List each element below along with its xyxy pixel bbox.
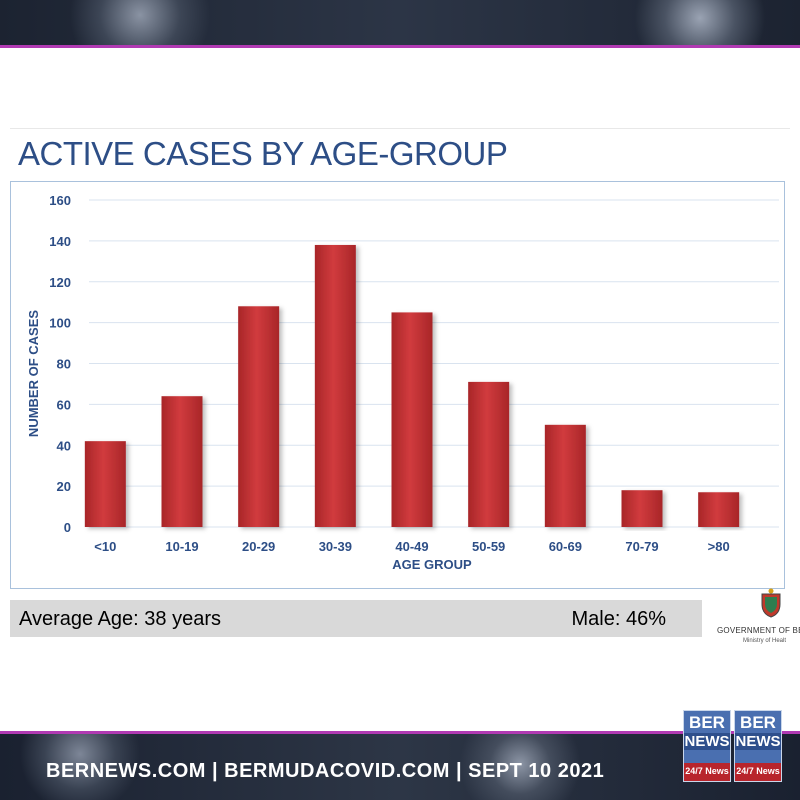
bottom-banner [0,734,800,800]
chart-title: ACTIVE CASES BY AGE-GROUP [18,135,508,172]
ministry-label: Ministry of Healt [743,638,787,644]
bottom-accent-line [0,731,800,734]
x-tick-label: <10 [94,539,116,554]
logo-ber-text: BER [740,713,776,732]
male-percentage-text: Male: 46% [571,608,667,630]
x-tick-label: 20-29 [242,539,275,554]
government-label: GOVERNMENT OF BE [717,626,800,635]
x-axis-title: AGE GROUP [392,557,472,572]
y-tick-label: 80 [57,357,71,372]
logo-247-text: 24/7 News [684,763,730,781]
y-tick-label: 140 [49,234,71,249]
y-tick-label: 60 [57,397,71,412]
x-tick-label: 40-49 [395,539,428,554]
footer-text: BERNEWS.COM | BERMUDACOVID.COM | SEPT 10… [46,760,605,782]
x-tick-label: 50-59 [472,539,505,554]
y-axis-title: NUMBER OF CASES [26,310,41,437]
chart-frame: 0 20 40 60 80 100 120 140 160 <10 10-19 20-29 30-39 4… [10,181,785,589]
x-tick-label: 60-69 [549,539,582,554]
bar [84,441,126,527]
logo-news-text: NEWS [735,733,781,750]
x-tick-label: 30-39 [319,539,352,554]
x-tick-label: 70-79 [625,539,658,554]
x-tick-label: >80 [708,539,730,554]
top-accent-line [0,45,800,48]
bar-chart: 0 20 40 60 80 100 120 140 160 <10 10-19 20-29 30-39 4… [26,193,779,572]
bar [161,396,203,527]
slide-divider [10,128,790,129]
bermuda-crest-icon [761,588,781,618]
y-tick-label: 100 [49,316,71,331]
bar [314,244,356,527]
logo-ber-text: BER [689,713,725,732]
info-bar: Average Age: 38 years Male: 46% [10,600,702,637]
logo-247-text: 24/7 News [735,763,781,781]
y-tick-label: 120 [49,275,71,290]
bar [621,490,663,527]
top-banner [0,0,800,46]
bar [391,312,433,527]
bar [468,381,510,527]
y-tick-label: 40 [57,438,71,453]
y-tick-label: 160 [49,193,71,208]
bernews-logo-1[interactable]: BER NEWS 24/7 News [683,710,731,782]
bernews-logo-2[interactable]: BER NEWS 24/7 News [734,710,782,782]
y-tick-label: 20 [57,479,71,494]
logo-news-text: NEWS [684,733,730,750]
y-tick-label: 0 [64,520,71,535]
bar [544,424,586,527]
bar [238,306,280,527]
bar [698,492,740,527]
average-age-text: Average Age: 38 years [19,608,221,630]
x-tick-label: 10-19 [165,539,198,554]
